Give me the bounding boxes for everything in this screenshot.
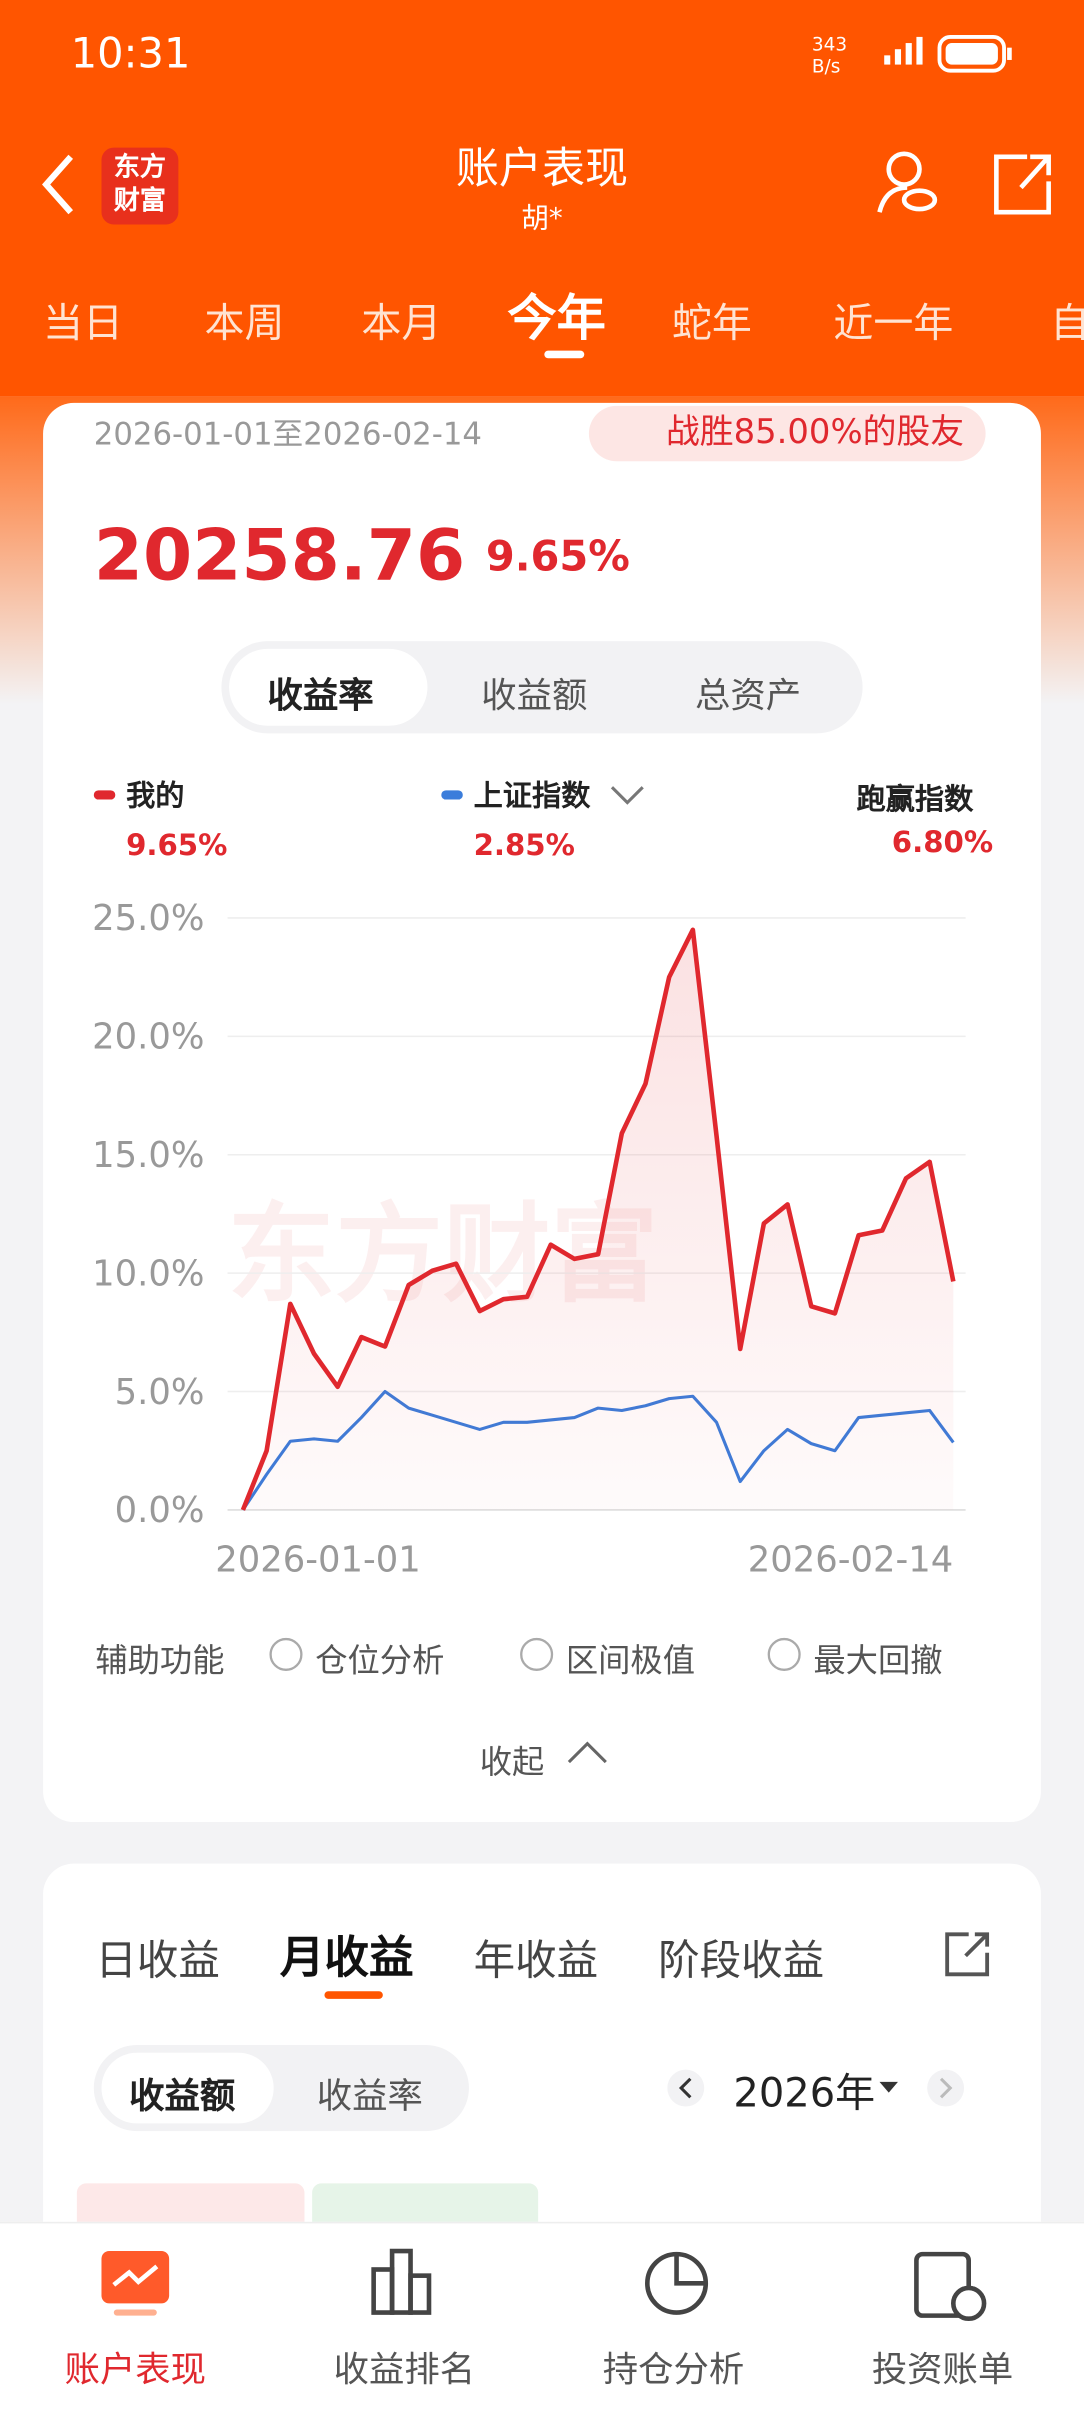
tab[interactable]: 今年 <box>507 289 606 348</box>
net-speed: 343 B/s <box>811 33 848 77</box>
y-tick-label: 0.0% <box>115 1490 205 1531</box>
profit-toggle-active <box>101 2052 274 2124</box>
aux-option[interactable]: 仓位分析 <box>315 1642 445 1680</box>
year-arrows[interactable] <box>667 2068 965 2108</box>
year[interactable]: 2026年 <box>733 2071 876 2118</box>
collapse[interactable]: 收起 <box>479 1743 545 1781</box>
beat-badge[interactable]: 战胜85.00%的股友 <box>588 405 986 462</box>
subtitle: 胡* <box>521 202 563 236</box>
date-range: 2026-01-01至2026-02-14 <box>93 415 482 453</box>
toggle-option[interactable]: 收益额 <box>481 676 588 717</box>
x-tick-label: 2026-01-01 <box>215 1539 421 1580</box>
back-button[interactable] <box>37 151 83 219</box>
tab[interactable]: 本月 <box>361 301 442 348</box>
time: 10:31 <box>70 30 191 79</box>
profit-toggle-option[interactable]: 收益额 <box>129 2077 236 2118</box>
nav-item[interactable]: 投资账单 <box>871 2350 1014 2391</box>
aux-label: 辅助功能 <box>95 1642 225 1680</box>
performance-card <box>43 402 1041 1823</box>
legend-dropdown <box>610 786 644 805</box>
nav-item[interactable]: 收益排名 <box>333 2350 476 2391</box>
radio <box>767 1637 801 1671</box>
beat-index-value: 6.80% <box>891 825 994 860</box>
title: 账户表现 <box>455 142 629 194</box>
rate: 9.65% <box>485 533 630 582</box>
aux-option[interactable]: 最大回撤 <box>813 1642 943 1680</box>
y-tick-label: 20.0% <box>92 1017 204 1058</box>
radio <box>269 1637 303 1671</box>
tab[interactable]: 本周 <box>204 301 285 348</box>
y-tick-label: 5.0% <box>115 1372 205 1413</box>
logo: 东方财富 <box>101 147 179 225</box>
legend-label: 我的 <box>126 779 184 813</box>
x-tick-label: 2026-02-14 <box>748 1539 954 1580</box>
toggle-active <box>229 648 428 726</box>
profit-tab-underline <box>324 1991 383 1999</box>
nav-item[interactable]: 账户表现 <box>64 2350 207 2391</box>
line <box>240 927 956 1511</box>
aux-option[interactable]: 区间极值 <box>565 1642 695 1680</box>
share-icon[interactable] <box>941 1928 993 1980</box>
header-icons[interactable] <box>873 148 1058 222</box>
header: 10:31 343 B/s 东方财富 账户表现 胡* <box>0 0 1084 397</box>
legend-swatch <box>93 790 116 800</box>
legend-swatch <box>441 790 463 800</box>
toggle-option[interactable]: 收益率 <box>267 676 374 717</box>
legend-value: 9.65% <box>126 828 227 862</box>
nav-icons <box>101 2248 987 2322</box>
profit-tab[interactable]: 阶段收益 <box>658 1937 825 1986</box>
tab[interactable]: 当日 <box>43 301 124 348</box>
y-tick-label: 25.0% <box>92 898 204 939</box>
radio <box>520 1637 554 1671</box>
profit-toggle-option[interactable]: 收益率 <box>316 2077 423 2118</box>
amount: 20258.76 <box>93 513 466 597</box>
tab-underline <box>544 350 585 359</box>
bottom-nav <box>0 2221 1084 2413</box>
beat-index-label: 跑赢指数 <box>856 782 974 817</box>
tab[interactable]: 近一年 <box>833 301 954 348</box>
y-tick-label: 10.0% <box>92 1253 204 1294</box>
legend-label: 上证指数 <box>474 779 592 813</box>
area <box>242 929 954 1510</box>
collapse-icon <box>567 1741 607 1764</box>
tab[interactable]: 蛇年 <box>671 301 752 348</box>
profit-tab[interactable]: 日收益 <box>95 1937 220 1986</box>
profit-tab[interactable]: 年收益 <box>473 1937 599 1986</box>
legend-value: 2.85% <box>474 828 575 862</box>
status-icons <box>884 34 1012 73</box>
tab[interactable]: 自 <box>1050 292 1084 349</box>
nav-item[interactable]: 持仓分析 <box>602 2350 745 2391</box>
profit-tab[interactable]: 月收益 <box>279 1931 414 1984</box>
toggle-option[interactable]: 总资产 <box>694 676 802 717</box>
y-tick-label: 15.0% <box>92 1135 204 1176</box>
